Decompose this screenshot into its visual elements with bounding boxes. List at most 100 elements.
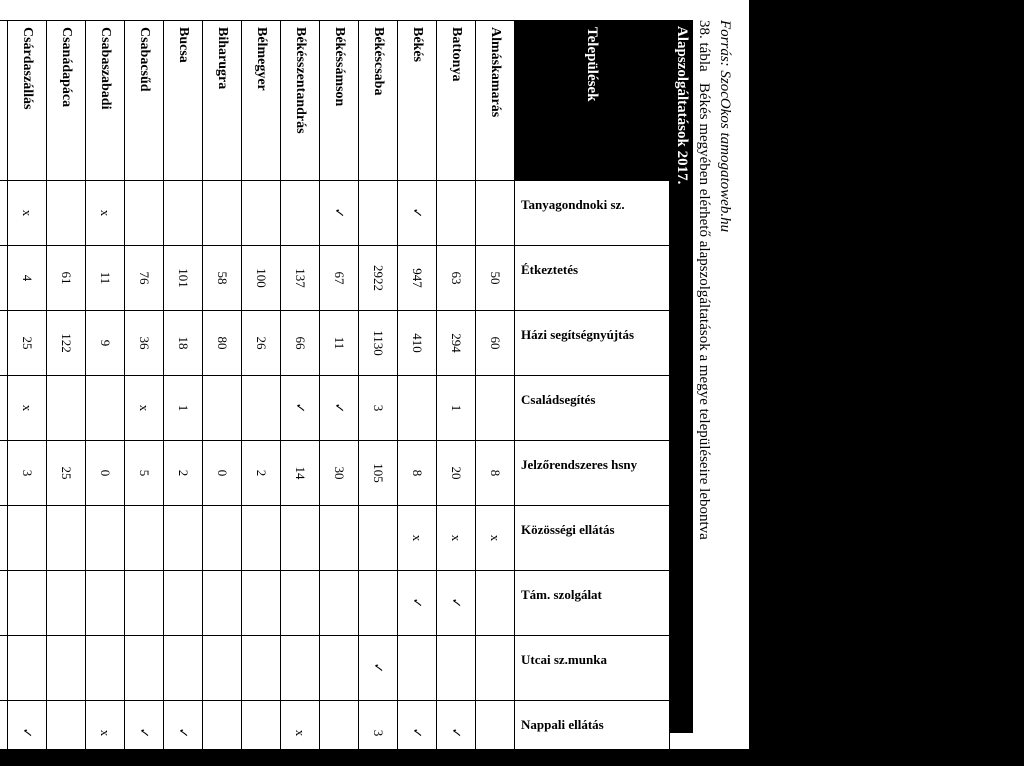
table-cell: 100 — [242, 246, 281, 311]
table-cell — [359, 181, 398, 246]
table-cell: x — [0, 376, 8, 441]
table-cell — [125, 181, 164, 246]
table-cell: x — [8, 181, 47, 246]
table-cell — [47, 181, 86, 246]
table-title-line: 38. tábla Békés megyében elérhető alapsz… — [695, 20, 712, 733]
table-cell: ✓ — [320, 376, 359, 441]
table-cell — [125, 506, 164, 571]
table-row: Békésszentandrás13766✓14x — [281, 21, 320, 766]
table-cell — [476, 181, 515, 246]
table-row: Battonya63294120x✓✓ — [437, 21, 476, 766]
table-cell: 63 — [437, 246, 476, 311]
table-cell — [8, 506, 47, 571]
table-cell — [437, 636, 476, 701]
table-cell — [242, 181, 281, 246]
table-cell: 80 — [203, 311, 242, 376]
table-cell: 26 — [242, 311, 281, 376]
table-cell: 14 — [281, 441, 320, 506]
table-cell — [359, 571, 398, 636]
table-cell — [242, 571, 281, 636]
table-cell: x — [398, 506, 437, 571]
table-cell: 60 — [476, 311, 515, 376]
table-cell — [164, 506, 203, 571]
table-row: Csorvás185148x27x — [0, 21, 8, 766]
table-cell — [281, 506, 320, 571]
table-row: Békéscsaba292211303105✓3 — [359, 21, 398, 766]
column-header: Tanyagondnoki sz. — [515, 181, 670, 246]
table-cell: 947 — [398, 246, 437, 311]
table-cell — [320, 701, 359, 766]
table-cell: 2922 — [359, 246, 398, 311]
row-name: Békéscsaba — [359, 21, 398, 181]
table-cell — [242, 636, 281, 701]
table-header-row: Települések Tanyagondnoki sz. Étkeztetés… — [515, 21, 670, 766]
table-cell — [476, 571, 515, 636]
table-cell — [242, 506, 281, 571]
table-cell — [320, 571, 359, 636]
table-cell: 8 — [398, 441, 437, 506]
table-cell: 148 — [0, 311, 8, 376]
table-cell — [437, 181, 476, 246]
table-cell — [0, 636, 8, 701]
table-cell — [203, 701, 242, 766]
table-cell: ✓ — [359, 636, 398, 701]
table-cell: 9 — [86, 311, 125, 376]
table-cell — [476, 636, 515, 701]
table-cell: ✓ — [320, 181, 359, 246]
table-cell — [8, 571, 47, 636]
table-cell — [320, 636, 359, 701]
table-cell — [203, 376, 242, 441]
table-cell — [0, 181, 8, 246]
table-cell: 137 — [281, 246, 320, 311]
table-cell — [164, 636, 203, 701]
table-cell — [203, 636, 242, 701]
table-cell: 8 — [476, 441, 515, 506]
table-cell: 0 — [86, 441, 125, 506]
table-cell: ✓ — [437, 571, 476, 636]
table-cell: 4 — [8, 246, 47, 311]
table-cell: 50 — [476, 246, 515, 311]
row-name: Csorvás — [0, 21, 8, 181]
row-header-label: Települések — [515, 21, 670, 181]
table-cell: 30 — [320, 441, 359, 506]
table-cell: 76 — [125, 246, 164, 311]
table-cell: x — [86, 701, 125, 766]
table-cell — [47, 376, 86, 441]
table-cell — [203, 506, 242, 571]
table-cell — [281, 181, 320, 246]
table-cell: 11 — [320, 311, 359, 376]
table-row: Csabaszabadix1190x — [86, 21, 125, 766]
table-body: Almáskamarás50608xBattonya63294120x✓✓Bék… — [0, 21, 515, 766]
column-header: Nappali ellátás — [515, 701, 670, 766]
table-cell: 294 — [437, 311, 476, 376]
table-title: Békés megyében elérhető alapszolgáltatás… — [696, 83, 712, 540]
table-cell: ✓ — [398, 181, 437, 246]
table-cell — [203, 571, 242, 636]
table-cell — [125, 636, 164, 701]
table-cell: 18 — [164, 311, 203, 376]
table-cell: ✓ — [281, 376, 320, 441]
table-cell: 1 — [437, 376, 476, 441]
table-cell: 1130 — [359, 311, 398, 376]
table-cell: ✓ — [398, 701, 437, 766]
table-cell: ✓ — [8, 701, 47, 766]
table-cell — [281, 636, 320, 701]
table-cell: 3 — [359, 701, 398, 766]
table-cell — [398, 376, 437, 441]
table-cell — [47, 571, 86, 636]
table-cell — [0, 506, 8, 571]
table-cell — [86, 636, 125, 701]
table-cell: 11 — [86, 246, 125, 311]
row-name: Battonya — [437, 21, 476, 181]
column-header: Közösségi ellátás — [515, 506, 670, 571]
table-cell — [164, 571, 203, 636]
table-cell: 25 — [8, 311, 47, 376]
table-cell: ✓ — [437, 701, 476, 766]
table-cell — [86, 571, 125, 636]
table-cell — [476, 376, 515, 441]
table-cell: 3 — [359, 376, 398, 441]
table-cell: 410 — [398, 311, 437, 376]
table-cell: 101 — [164, 246, 203, 311]
table-cell: 67 — [320, 246, 359, 311]
table-cell: x — [8, 376, 47, 441]
